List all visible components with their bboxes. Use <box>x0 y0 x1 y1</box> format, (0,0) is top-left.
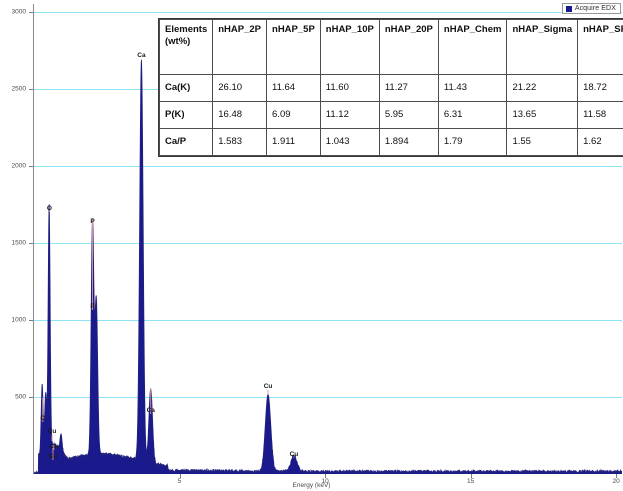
peak-label: P <box>90 303 95 310</box>
peak-label: C <box>40 415 46 422</box>
table-cell: 11.27 <box>378 74 439 102</box>
y-tick-mark <box>29 88 33 90</box>
table-header-cell: nHAP_2P <box>212 19 268 75</box>
table-row: Ca(K) 26.10 11.64 11.60 11.27 11.43 21.22 18.72 <box>158 74 623 102</box>
spectrum-fill <box>34 60 622 474</box>
table-row-label: Ca(K) <box>158 74 214 102</box>
x-tick-label: 10 <box>321 478 329 485</box>
table-cell: 26.10 <box>212 74 268 102</box>
gridline <box>34 165 622 167</box>
table-cell: 1.62 <box>577 128 623 156</box>
table-cell: 11.60 <box>319 74 380 102</box>
peak-label: Cu <box>289 451 299 458</box>
table-cell: 1.55 <box>506 128 579 156</box>
peak-label: Cu <box>47 428 57 435</box>
peak-label: Cu <box>48 453 58 460</box>
y-tick-mark <box>29 242 33 244</box>
y-tick-label: 1000 <box>11 316 26 324</box>
table-header-row: Elements (wt%) nHAP_2P nHAP_5P nHAP_10P nHAP… <box>158 19 623 75</box>
x-tick-mark <box>179 474 181 478</box>
legend: Acquire EDX <box>561 3 621 14</box>
table-row: Ca/P 1.583 1.911 1.043 1.894 1.79 1.55 1.62 <box>158 128 623 156</box>
peak-label: Cu <box>263 383 273 390</box>
spectrum-trace <box>34 59 622 474</box>
y-tick-mark <box>29 396 33 398</box>
table-cell: 1.894 <box>378 128 439 156</box>
table-header-cell: nHAP_SRL <box>577 19 623 75</box>
table-row: P(K) 16.48 6.09 11.12 5.95 6.31 13.65 11.58 <box>158 101 623 129</box>
peak-label: Ca <box>137 52 146 59</box>
y-tick-mark <box>29 319 33 321</box>
table-cell: 16.48 <box>212 101 268 129</box>
y-tick-label: 2000 <box>11 162 26 170</box>
gridline <box>34 319 622 321</box>
y-tick-label: 2500 <box>11 85 26 93</box>
table-header-cell: Elements (wt%) <box>158 19 214 75</box>
table-header-cell: nHAP_Sigma <box>506 19 579 75</box>
table-cell: 18.72 <box>577 74 623 102</box>
y-tick-mark <box>29 165 33 167</box>
y-tick-mark <box>29 11 33 13</box>
table-cell: 1.79 <box>437 128 508 156</box>
table-row-label: Ca/P <box>158 128 214 156</box>
y-tick-label: 500 <box>15 393 26 401</box>
table-header-cell: nHAP_20P <box>378 19 439 75</box>
x-tick-label: 20 <box>612 478 620 485</box>
composition-table-grid: Elements (wt%) nHAP_2P nHAP_5P nHAP_10P nHAP… <box>158 19 623 156</box>
table-row-label: P(K) <box>158 101 214 129</box>
x-tick-mark <box>470 474 472 478</box>
table-cell: 6.31 <box>437 101 508 129</box>
x-tick-label: 5 <box>177 478 182 485</box>
y-tick-label: 3000 <box>11 8 26 16</box>
table-header-cell: nHAP_5P <box>266 19 321 75</box>
spectrum-line <box>34 59 622 474</box>
table-cell: 5.95 <box>378 101 439 129</box>
table-cell: 21.22 <box>506 74 579 102</box>
peak-label: Cu <box>49 443 59 450</box>
gridline <box>34 242 622 244</box>
table-cell: 11.58 <box>577 101 623 129</box>
table-cell: 13.65 <box>506 101 579 129</box>
square-marker-icon <box>565 5 572 12</box>
x-tick-label: 15 <box>467 478 475 485</box>
peak-label: O <box>46 205 52 212</box>
peak-label: Ca <box>146 407 155 414</box>
gridline <box>34 396 622 398</box>
table-cell: 1.043 <box>319 128 380 156</box>
table-header-cell: nHAP_10P <box>319 19 380 75</box>
table-cell: 11.12 <box>319 101 380 129</box>
legend-label: Acquire EDX <box>574 5 616 12</box>
peak-label: P <box>90 218 95 225</box>
table-header-cell: nHAP_Chem <box>437 19 508 75</box>
table-cell: 6.09 <box>266 101 321 129</box>
x-axis-title: Energy (keV) <box>292 482 331 489</box>
table-cell: 1.911 <box>266 128 321 156</box>
table-cell: 11.64 <box>266 74 321 102</box>
table-cell: 1.583 <box>212 128 268 156</box>
x-tick-mark <box>616 474 618 478</box>
table-cell: 11.43 <box>437 74 508 102</box>
composition-table: Elements (wt%) nHAP_2P nHAP_5P nHAP_10P nHAP… <box>158 18 623 157</box>
y-tick-label: 1500 <box>11 239 26 247</box>
x-tick-mark <box>325 474 327 478</box>
gridline <box>34 11 622 13</box>
